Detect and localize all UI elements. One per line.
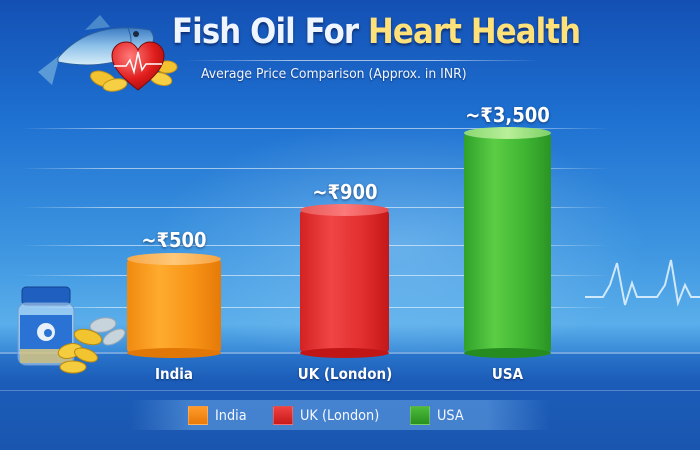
x-label-uk: UK (London) xyxy=(297,365,393,383)
legend-swatch-usa xyxy=(410,406,430,425)
title-text: Fish Oil For xyxy=(172,12,369,52)
chart-subtitle: Average Price Comparison (Approx. in INR… xyxy=(201,66,467,82)
heart-ekg-icon xyxy=(111,41,165,91)
supplement-bottle-icon xyxy=(17,286,126,374)
ekg-line-icon xyxy=(585,259,700,307)
legend-item-uk: UK (London) xyxy=(273,406,386,425)
gridline xyxy=(20,168,610,169)
bar-india xyxy=(127,253,221,358)
chart-title: Fish Oil For Heart Health xyxy=(172,12,581,52)
title-divider xyxy=(185,60,540,61)
legend-item-usa: USA xyxy=(410,406,466,425)
title-highlight: Heart Health xyxy=(368,12,581,52)
legend-swatch-india xyxy=(188,406,208,425)
legend-label-uk: UK (London) xyxy=(300,407,380,424)
legend-label-usa: USA xyxy=(437,407,464,424)
value-label-usa: ~₹3,500 xyxy=(465,103,550,127)
bar-usa xyxy=(464,127,551,358)
bar-uk-london xyxy=(300,204,389,358)
legend-item-india: India xyxy=(188,406,249,425)
x-label-india: India xyxy=(154,365,194,383)
x-label-usa: USA xyxy=(491,365,524,383)
value-label-uk: ~₹900 xyxy=(312,180,378,204)
axis-separator xyxy=(0,390,700,391)
legend-label-india: India xyxy=(215,407,247,424)
chart-legend: India UK (London) USA xyxy=(130,400,550,430)
legend-swatch-uk xyxy=(273,406,293,425)
chart-floor xyxy=(0,352,700,450)
gridline xyxy=(20,128,610,129)
value-label-india: ~₹500 xyxy=(141,228,207,252)
